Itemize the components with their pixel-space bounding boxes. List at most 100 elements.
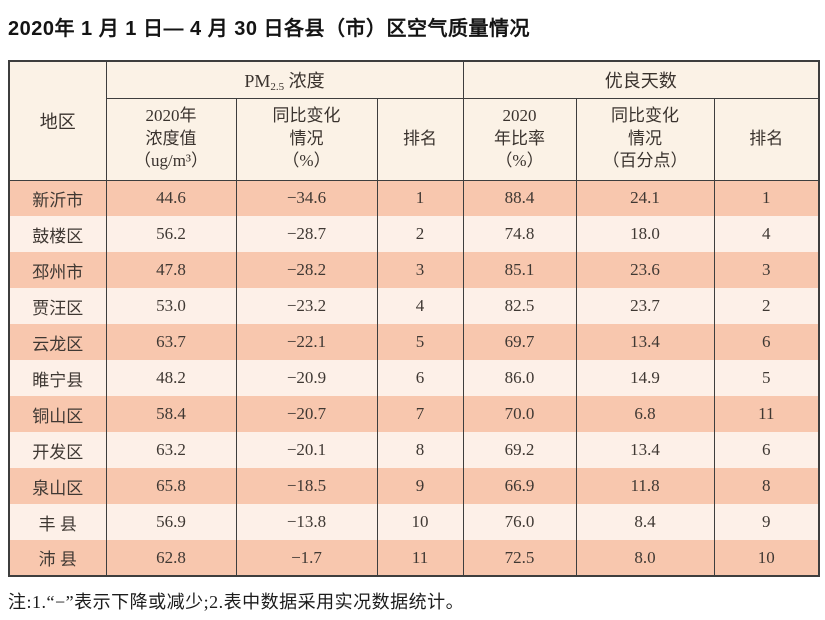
pm-change-cell: −28.7 (235, 216, 378, 252)
ratio-cell: 69.7 (462, 324, 577, 360)
table-row: 邳州市 47.8 −28.2 3 85.1 23.6 3 (8, 252, 820, 288)
ratio-rank-cell: 10 (713, 540, 820, 576)
ratio-change-cell: 11.8 (575, 468, 715, 504)
ratio-change-cell: 13.4 (575, 432, 715, 468)
pm-rank-cell: 8 (376, 432, 464, 468)
pm-change-cell: −20.9 (235, 360, 378, 396)
pm-change-cell: −34.6 (235, 180, 378, 216)
table-row: 贾汪区 53.0 −23.2 4 82.5 23.7 2 (8, 288, 820, 324)
ratio-rank-cell: 5 (713, 360, 820, 396)
air-quality-table: 地区 PM2.5 浓度 优良天数 2020年 浓度值 （ug/m³） 同比变化 … (8, 60, 821, 577)
pm-rank-cell: 11 (376, 540, 464, 576)
subheader-pm-rank: 排名 (376, 97, 464, 181)
pm-value-cell: 53.0 (105, 288, 237, 324)
region-cell: 新沂市 (8, 180, 107, 216)
pm-value-cell: 56.9 (105, 504, 237, 540)
table-header: 地区 PM2.5 浓度 优良天数 2020年 浓度值 （ug/m³） 同比变化 … (8, 60, 820, 181)
pm-value-cell: 44.6 (105, 180, 237, 216)
pm-value-cell: 47.8 (105, 252, 237, 288)
pm-value-cell: 62.8 (105, 540, 237, 576)
pm-rank-cell: 1 (376, 180, 464, 216)
ratio-rank-cell: 11 (713, 396, 820, 432)
pm25-subscript: 2.5 (270, 80, 285, 93)
table-row: 睢宁县 48.2 −20.9 6 86.0 14.9 5 (8, 360, 820, 396)
pm-rank-cell: 10 (376, 504, 464, 540)
ratio-cell: 88.4 (462, 180, 577, 216)
ratio-cell: 76.0 (462, 504, 577, 540)
region-cell: 泉山区 (8, 468, 107, 504)
ratio-cell: 85.1 (462, 252, 577, 288)
region-cell: 邳州市 (8, 252, 107, 288)
pm-rank-cell: 4 (376, 288, 464, 324)
pm-value-cell: 65.8 (105, 468, 237, 504)
pm25-group-header: PM2.5 浓度 (105, 60, 464, 99)
table-row: 沛 县 62.8 −1.7 11 72.5 8.0 10 (8, 540, 820, 576)
pm-change-cell: −13.8 (235, 504, 378, 540)
ratio-rank-cell: 9 (713, 504, 820, 540)
pm-value-cell: 63.7 (105, 324, 237, 360)
ratio-change-cell: 24.1 (575, 180, 715, 216)
ratio-rank-cell: 3 (713, 252, 820, 288)
ratio-change-cell: 13.4 (575, 324, 715, 360)
region-cell: 铜山区 (8, 396, 107, 432)
ratio-change-cell: 23.7 (575, 288, 715, 324)
pm-rank-cell: 2 (376, 216, 464, 252)
header-group-row: 地区 PM2.5 浓度 优良天数 (8, 60, 820, 181)
pm-change-cell: −23.2 (235, 288, 378, 324)
table-row: 开发区 63.2 −20.1 8 69.2 13.4 6 (8, 432, 820, 468)
ratio-change-cell: 8.0 (575, 540, 715, 576)
table-row: 鼓楼区 56.2 −28.7 2 74.8 18.0 4 (8, 216, 820, 252)
pm-value-cell: 56.2 (105, 216, 237, 252)
ratio-rank-cell: 8 (713, 468, 820, 504)
pm-rank-cell: 3 (376, 252, 464, 288)
pm-change-cell: −20.7 (235, 396, 378, 432)
pm-change-cell: −28.2 (235, 252, 378, 288)
ratio-cell: 72.5 (462, 540, 577, 576)
table-row: 泉山区 65.8 −18.5 9 66.9 11.8 8 (8, 468, 820, 504)
footnote: 注:1.“−”表示下降或减少;2.表中数据采用实况数据统计。 (8, 592, 465, 612)
ratio-cell: 82.5 (462, 288, 577, 324)
region-cell: 云龙区 (8, 324, 107, 360)
region-cell: 贾汪区 (8, 288, 107, 324)
region-cell: 沛 县 (8, 540, 107, 576)
ratio-rank-cell: 1 (713, 180, 820, 216)
pm-rank-cell: 9 (376, 468, 464, 504)
page-title: 2020年 1 月 1 日— 4 月 30 日各县（市）区空气质量情况 (8, 18, 531, 40)
ratio-change-cell: 8.4 (575, 504, 715, 540)
pm-change-cell: −18.5 (235, 468, 378, 504)
subheader-pm-value: 2020年 浓度值 （ug/m³） (105, 97, 237, 181)
ratio-cell: 74.8 (462, 216, 577, 252)
ratio-rank-cell: 2 (713, 288, 820, 324)
pm-change-cell: −20.1 (235, 432, 378, 468)
ratio-rank-cell: 6 (713, 324, 820, 360)
subheader-pm-change: 同比变化 情况 （%） (235, 97, 378, 181)
table-body: 新沂市 44.6 −34.6 1 88.4 24.1 1 鼓楼区 56.2 −2… (8, 180, 820, 576)
table-row: 丰 县 56.9 −13.8 10 76.0 8.4 9 (8, 504, 820, 540)
pm25-label: PM (244, 70, 271, 91)
table-row: 新沂市 44.6 −34.6 1 88.4 24.1 1 (8, 180, 820, 216)
ratio-cell: 86.0 (462, 360, 577, 396)
ratio-change-cell: 23.6 (575, 252, 715, 288)
ratio-cell: 69.2 (462, 432, 577, 468)
ratio-cell: 70.0 (462, 396, 577, 432)
good-days-group-header: 优良天数 (462, 60, 820, 99)
header-sub-row: 2020年 浓度值 （ug/m³） 同比变化 情况 （%） 排名 2020 年比… (9, 97, 820, 181)
subheader-ratio-change: 同比变化 情况 （百分点） (575, 97, 715, 181)
subheader-ratio-rank: 排名 (713, 97, 820, 181)
pm-rank-cell: 5 (376, 324, 464, 360)
pm-value-cell: 63.2 (105, 432, 237, 468)
pm-rank-cell: 6 (376, 360, 464, 396)
table-row: 铜山区 58.4 −20.7 7 70.0 6.8 11 (8, 396, 820, 432)
region-cell: 丰 县 (8, 504, 107, 540)
subheader-ratio: 2020 年比率 （%） (462, 97, 577, 181)
pm-change-cell: −22.1 (235, 324, 378, 360)
table-row: 云龙区 63.7 −22.1 5 69.7 13.4 6 (8, 324, 820, 360)
ratio-change-cell: 6.8 (575, 396, 715, 432)
pm-value-cell: 58.4 (105, 396, 237, 432)
pm-rank-cell: 7 (376, 396, 464, 432)
ratio-change-cell: 14.9 (575, 360, 715, 396)
pm-change-cell: −1.7 (235, 540, 378, 576)
ratio-rank-cell: 4 (713, 216, 820, 252)
ratio-rank-cell: 6 (713, 432, 820, 468)
